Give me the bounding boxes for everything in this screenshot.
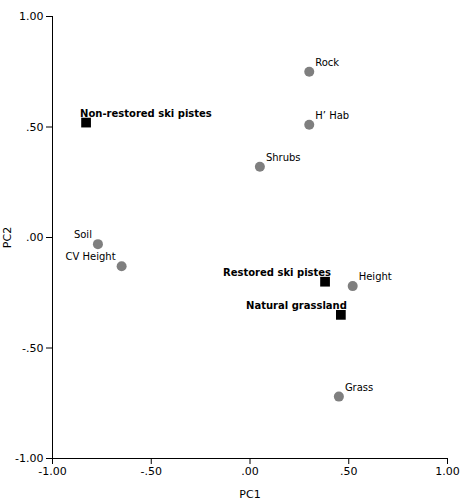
svg-text:1.00: 1.00 bbox=[435, 465, 460, 478]
svg-text:Soil: Soil bbox=[74, 229, 92, 240]
svg-text:.50: .50 bbox=[340, 465, 358, 478]
svg-text:-1.00: -1.00 bbox=[38, 465, 66, 478]
svg-text:Height: Height bbox=[359, 271, 392, 282]
svg-text:Natural grassland: Natural grassland bbox=[246, 300, 347, 311]
svg-text:.50: .50 bbox=[26, 121, 44, 134]
svg-text:Non-restored ski pistes: Non-restored ski pistes bbox=[80, 108, 212, 119]
svg-text:-.50: -.50 bbox=[22, 342, 43, 355]
svg-text:H’ Hab: H’ Hab bbox=[315, 110, 349, 121]
svg-text:.00: .00 bbox=[26, 231, 44, 244]
svg-text:.00: .00 bbox=[241, 465, 259, 478]
svg-text:PC1: PC1 bbox=[239, 488, 260, 500]
svg-text:1.00: 1.00 bbox=[19, 10, 44, 23]
svg-text:Grass: Grass bbox=[345, 382, 373, 393]
svg-text:PC2: PC2 bbox=[1, 227, 14, 248]
svg-text:Rock: Rock bbox=[315, 57, 339, 68]
svg-text:Restored ski pistes: Restored ski pistes bbox=[223, 267, 331, 278]
svg-text:Shrubs: Shrubs bbox=[266, 152, 301, 163]
svg-text:-1.00: -1.00 bbox=[15, 452, 43, 465]
svg-text:CV Height: CV Height bbox=[66, 251, 116, 262]
svg-text:-.50: -.50 bbox=[141, 465, 162, 478]
